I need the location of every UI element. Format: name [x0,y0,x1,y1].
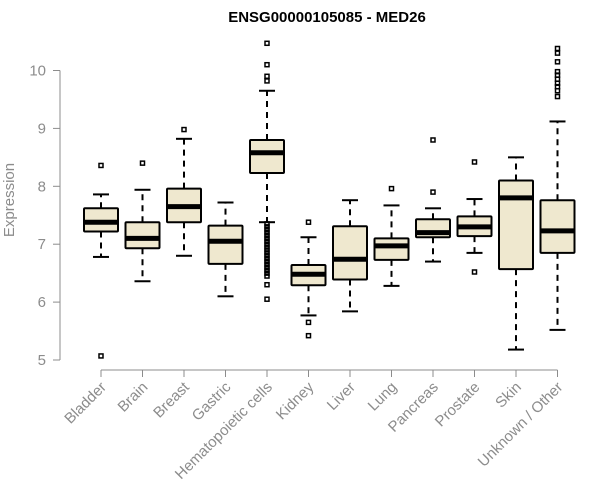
box-group [83,162,119,359]
outlier-point [264,250,270,256]
outlier-point [181,126,187,133]
outlier-point [264,238,270,245]
outlier-point [388,185,395,192]
outlier-point [471,269,478,275]
outlier-point [264,40,270,47]
outlier-point [554,93,561,100]
box-group [332,199,368,313]
outlier-point [264,61,270,68]
outlier-point [264,255,270,262]
y-tick-label: 5 [38,352,46,369]
box-group [124,160,161,283]
outlier-point [430,137,436,143]
y-axis: 5 6 7 8 9 10 [29,63,61,369]
outlier-point [554,50,561,56]
outlier-point [139,160,146,166]
outlier-point [264,221,270,227]
outlier-point [264,264,270,271]
y-tick-label: 10 [29,63,46,80]
boxes-group [83,40,576,359]
y-tick-label: 9 [38,120,46,137]
outlier-point [305,219,312,225]
outlier-point [264,258,270,265]
outlier-point [264,229,270,236]
iqr-box [207,224,244,265]
iqr-box [249,138,285,174]
outlier-point [98,353,104,359]
outlier-point [264,296,270,302]
outlier-point [305,319,312,326]
box-group [415,137,451,263]
box-group [456,159,493,275]
outlier-point [264,273,270,279]
y-tick-label: 7 [38,236,46,253]
iqr-box [539,199,576,254]
x-tick-label: Liver [324,379,359,414]
box-group [539,45,576,331]
box-group [207,201,244,298]
y-axis-label: Expression [1,163,18,237]
box-group [249,40,285,302]
iqr-box [498,179,534,271]
outlier-point [430,189,436,195]
outlier-point [264,226,270,233]
outlier-point [264,73,270,80]
outlier-point [264,232,270,239]
outlier-point [554,45,561,52]
outlier-point [264,253,270,259]
box-group [290,219,327,339]
box-group [498,156,534,351]
x-tick-label: Bladder [61,379,110,428]
x-tick-label: Breast [150,378,193,421]
outlier-point [264,244,270,250]
box-group [373,185,410,287]
x-tick-label: Lung [365,379,401,415]
outlier-point [264,267,270,274]
outlier-point [554,88,561,94]
outlier-point [264,281,270,288]
x-tick-label: Prostate [432,379,484,431]
box-group [166,126,202,257]
outlier-point [554,59,561,65]
outlier-point [471,159,478,165]
y-tick-label: 6 [38,294,46,311]
chart-title: ENSG00000105085 - MED26 [228,9,426,26]
outlier-point [305,332,312,339]
outlier-point [264,235,270,242]
iqr-box [124,221,161,250]
outlier-point [264,270,270,276]
outlier-point [264,241,270,247]
iqr-box [373,237,410,261]
outlier-point [264,78,270,84]
outlier-point [264,247,270,253]
outlier-point [264,261,270,268]
x-tick-label: Brain [115,379,152,416]
outlier-point [98,162,104,169]
y-tick-label: 8 [38,178,46,195]
x-tick-label: Skin [492,379,525,412]
outlier-point [264,224,270,230]
x-tick-label: Kidney [273,378,318,423]
iqr-box [332,225,368,281]
